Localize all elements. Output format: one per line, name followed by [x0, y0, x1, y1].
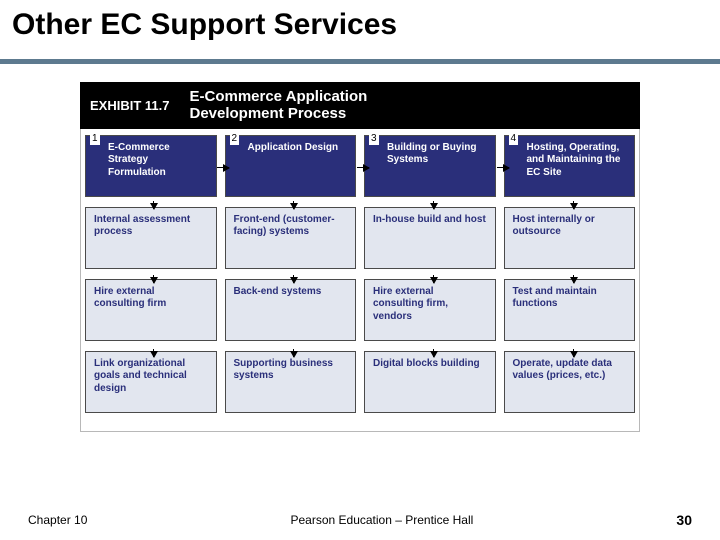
exhibit-grid: 1 E-Commerce Strategy Formulation 2 Applica…	[80, 129, 640, 432]
grid-body-row: Internal assessment processFront-end (cu…	[85, 207, 635, 269]
exhibit-header: EXHIBIT 11.7 E-Commerce Application Deve…	[80, 82, 640, 129]
exhibit: EXHIBIT 11.7 E-Commerce Application Deve…	[80, 82, 640, 432]
column-number: 2	[230, 133, 240, 146]
grid-header-cell: 1 E-Commerce Strategy Formulation	[85, 135, 217, 197]
grid-body-cell: Operate, update data values (prices, etc…	[504, 351, 636, 413]
slide-title: Other EC Support Services	[12, 8, 708, 42]
grid-body-cell: Back-end systems	[225, 279, 357, 341]
grid-body-cell: Host internally or outsource	[504, 207, 636, 269]
grid-body-cell: Supporting business systems	[225, 351, 357, 413]
column-number: 1	[90, 133, 100, 146]
slide-footer: Chapter 10 Pearson Education – Prentice …	[0, 512, 720, 528]
exhibit-title: E-Commerce Application Development Proce…	[179, 82, 640, 129]
grid-body-cell: Internal assessment process	[85, 207, 217, 269]
grid-body-row: Hire external consulting firmBack-end sy…	[85, 279, 635, 341]
exhibit-label: EXHIBIT 11.7	[80, 82, 179, 129]
grid-header-cell: 2 Application Design	[225, 135, 357, 197]
grid-body-cell: Hire external consulting firm, vendors	[364, 279, 496, 341]
grid-body-cell: Link organizational goals and technical …	[85, 351, 217, 413]
column-header-text: Hosting, Operating, and Maintaining the …	[527, 142, 621, 178]
grid-body-cell: In-house build and host	[364, 207, 496, 269]
grid-body-cell: Digital blocks building	[364, 351, 496, 413]
grid-header-cell: 4 Hosting, Operating, and Maintaining the…	[504, 135, 636, 197]
exhibit-title-line2: Development Process	[189, 105, 346, 122]
title-bar: Other EC Support Services	[0, 0, 720, 64]
column-header-text: Building or Buying Systems	[387, 142, 476, 166]
exhibit-title-line1: E-Commerce Application	[189, 88, 367, 105]
publisher-label: Pearson Education – Prentice Hall	[291, 513, 474, 527]
grid-body-row: Link organizational goals and technical …	[85, 351, 635, 413]
grid-body-cell: Test and maintain functions	[504, 279, 636, 341]
grid-body-cell: Front-end (customer-facing) systems	[225, 207, 357, 269]
chapter-label: Chapter 10	[28, 513, 87, 527]
column-number: 3	[369, 133, 379, 146]
column-header-text: E-Commerce Strategy Formulation	[108, 142, 170, 178]
grid-body-cell: Hire external consulting firm	[85, 279, 217, 341]
page-number: 30	[676, 512, 692, 528]
column-number: 4	[509, 133, 519, 146]
grid-header-row: 1 E-Commerce Strategy Formulation 2 Applica…	[85, 135, 635, 197]
column-header-text: Application Design	[248, 142, 339, 153]
grid-header-cell: 3 Building or Buying Systems	[364, 135, 496, 197]
